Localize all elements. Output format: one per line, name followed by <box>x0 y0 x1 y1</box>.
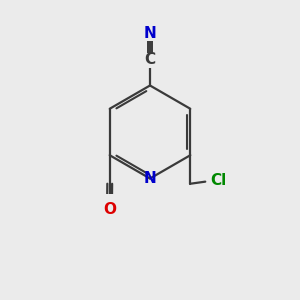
Text: Cl: Cl <box>210 173 226 188</box>
Text: N: N <box>144 171 156 186</box>
Text: N: N <box>144 26 156 41</box>
Text: O: O <box>103 202 116 217</box>
Text: C: C <box>144 52 156 68</box>
